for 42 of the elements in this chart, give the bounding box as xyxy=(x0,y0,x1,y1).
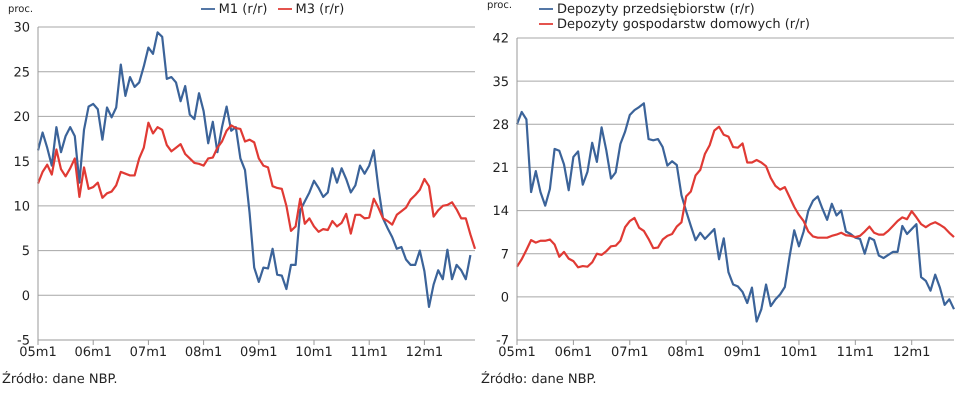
legend-label: M1 (r/r) xyxy=(218,2,268,17)
x-tick-label: 05m1 xyxy=(498,345,536,360)
y-tick-label: 20 xyxy=(13,110,30,126)
x-tick-label: 12m1 xyxy=(892,345,930,360)
x-tick-label: 07m1 xyxy=(130,345,168,360)
y-tick-label: 7 xyxy=(500,247,509,262)
x-tick-label: 09m1 xyxy=(240,345,278,360)
x-tick-label: 10m1 xyxy=(295,345,333,360)
legend-label: Depozyty przedsiębiorstw (r/r) xyxy=(557,2,755,17)
y-tick-label: 10 xyxy=(13,199,30,214)
y-tick-label: 5 xyxy=(22,244,30,260)
y-tick-label: 25 xyxy=(13,65,30,80)
y-tick-label: 35 xyxy=(492,74,509,90)
x-tick-label: 06m1 xyxy=(554,345,592,360)
x-tick-label: 11m1 xyxy=(836,345,874,360)
legend-label: Depozyty gospodarstw domowych (r/r) xyxy=(557,17,810,32)
y-tick-label: 42 xyxy=(492,32,509,47)
x-tick-label: 09m1 xyxy=(724,345,762,360)
x-tick-label: 08m1 xyxy=(184,345,222,360)
y-tick-label: 21 xyxy=(492,161,509,176)
x-tick-label: 06m1 xyxy=(74,345,112,360)
y-axis-title: proc. xyxy=(8,4,34,15)
y-tick-label: 0 xyxy=(500,290,509,306)
line-series xyxy=(516,126,956,268)
x-tick-label: 08m1 xyxy=(667,345,705,360)
line-series xyxy=(36,122,476,250)
line-series xyxy=(516,102,956,323)
y-axis-title: proc. xyxy=(487,0,512,11)
y-tick-label: 15 xyxy=(13,154,30,170)
x-tick-label: 10m1 xyxy=(780,345,818,360)
y-tick-label: 0 xyxy=(22,288,30,304)
line-series xyxy=(36,31,472,308)
y-tick-label: 14 xyxy=(492,204,509,220)
legend-label: M3 (r/r) xyxy=(296,2,344,17)
text: Źródło: dane NBP. xyxy=(2,372,118,387)
x-tick-label: 11m1 xyxy=(350,345,388,360)
x-tick-label: 05m1 xyxy=(19,345,57,360)
x-tick-label: 12m1 xyxy=(406,345,444,360)
y-tick-label: 28 xyxy=(492,118,509,133)
y-tick-label: 30 xyxy=(13,20,30,36)
text: Źródło: dane NBP. xyxy=(481,372,597,387)
x-tick-label: 07m1 xyxy=(611,345,649,360)
